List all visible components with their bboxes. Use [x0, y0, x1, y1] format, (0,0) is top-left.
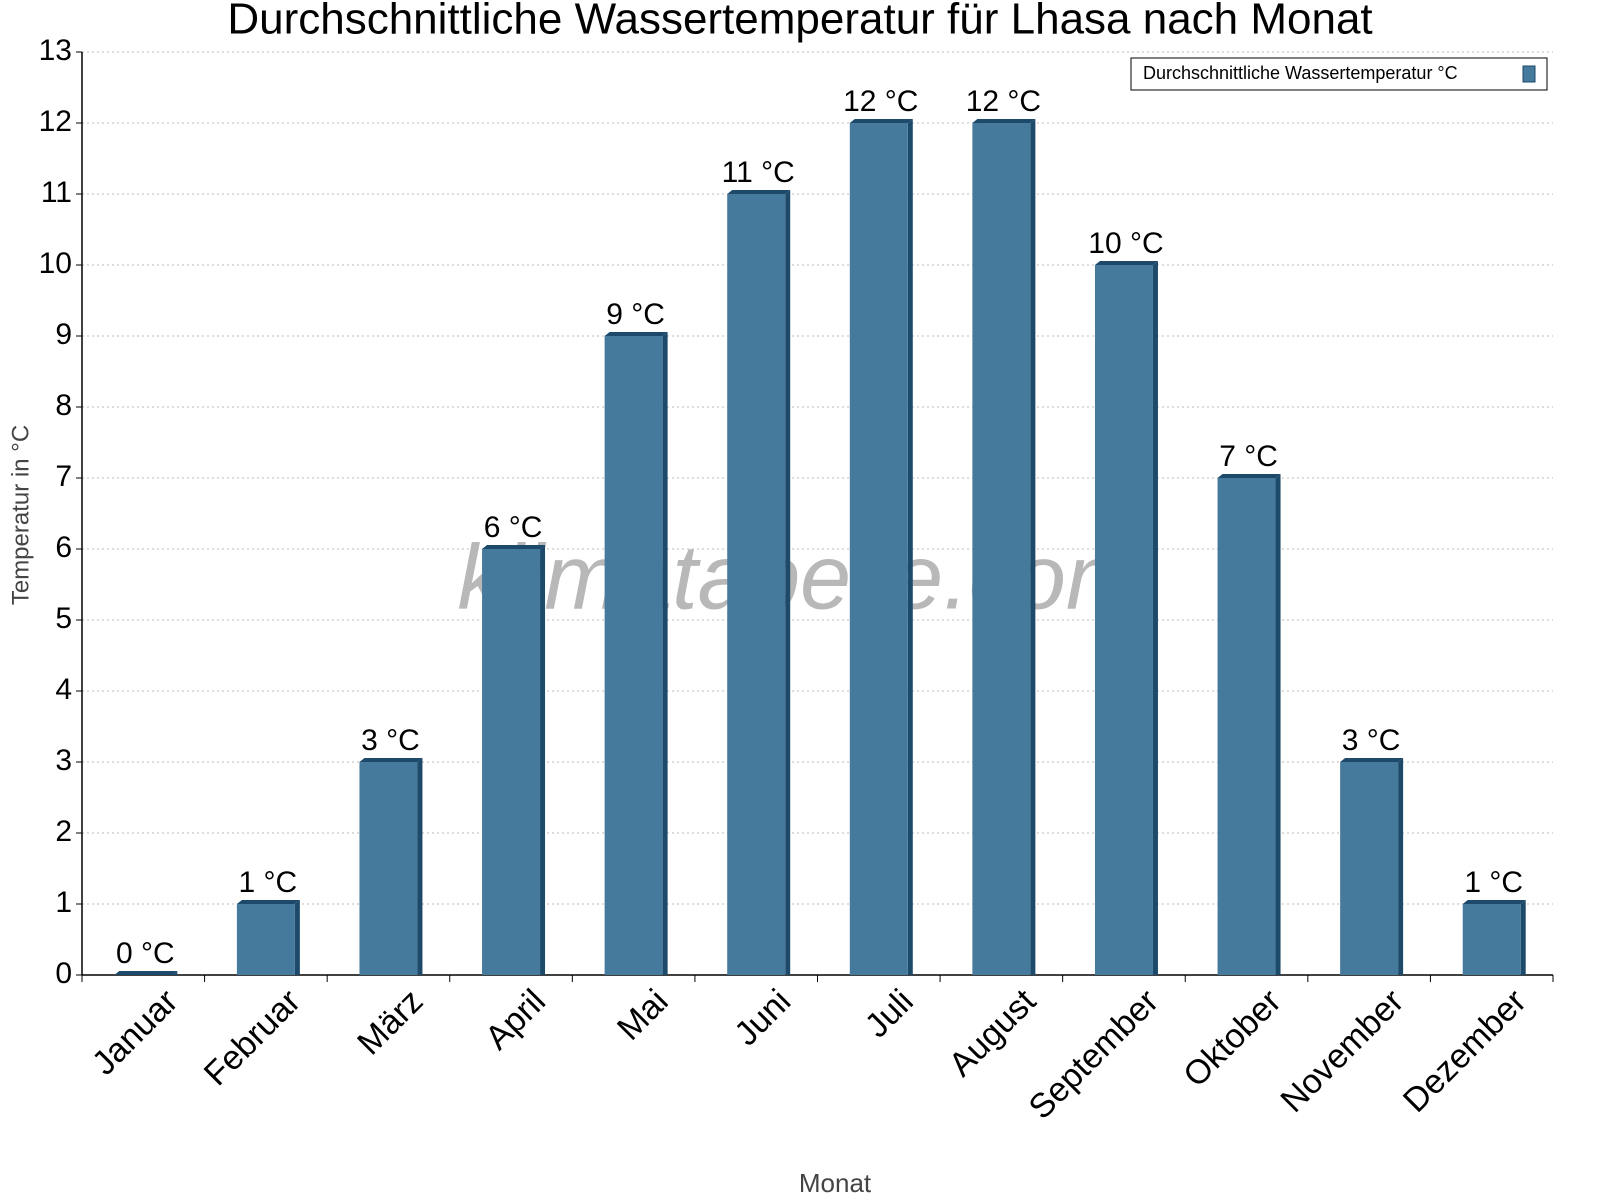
legend-box [1130, 57, 1548, 91]
bar [1217, 478, 1276, 975]
bar-side [1398, 758, 1404, 975]
bar [727, 194, 786, 975]
data-label: 7 °C [1219, 440, 1278, 473]
bar-top [972, 119, 1036, 123]
x-tick-label: Januar [85, 982, 185, 1082]
watermark: klimatabelle.com [457, 526, 1142, 628]
data-label: 1 °C [1464, 866, 1523, 899]
x-tick-label: Oktober [1176, 982, 1288, 1094]
x-tick-label: März [350, 982, 430, 1062]
bar [236, 904, 295, 975]
legend-label: Durchschnittliche Wassertemperatur °C [1143, 63, 1458, 83]
x-tick-label: Juni [727, 982, 798, 1053]
bar [604, 336, 663, 975]
y-tick-label: 4 [55, 673, 72, 706]
y-tick-label: 6 [55, 531, 72, 564]
y-tick-label: 2 [55, 815, 72, 848]
bar [1340, 762, 1399, 975]
bar [1094, 265, 1153, 975]
bar-side [1030, 119, 1036, 975]
bar-top [849, 119, 913, 123]
bar-top [114, 971, 178, 975]
y-axis-label: Temperatur in °C [7, 425, 34, 605]
bar [482, 549, 541, 975]
bar-side [1152, 261, 1158, 975]
y-tick-label: 11 [41, 176, 72, 209]
bar-side [785, 190, 791, 975]
bar-side [1520, 900, 1526, 975]
data-label: 0 °C [116, 937, 175, 970]
x-tick-label: Juli [858, 982, 921, 1045]
data-label: 10 °C [1088, 227, 1163, 260]
y-tick-label: 10 [39, 247, 72, 280]
x-tick-label: November [1273, 982, 1411, 1120]
bar-side [1275, 474, 1281, 975]
x-tick-label: August [942, 982, 1044, 1084]
data-label: 6 °C [484, 511, 543, 544]
bar-top [359, 758, 423, 762]
bar-top [604, 332, 668, 336]
y-tick-label: 1 [55, 886, 72, 919]
bar [1462, 904, 1521, 975]
bar [972, 123, 1031, 975]
bar-side [907, 119, 913, 975]
y-tick-label: 8 [55, 389, 72, 422]
y-tick-label: 7 [55, 460, 72, 493]
data-label: 12 °C [966, 85, 1041, 118]
data-label: 12 °C [843, 85, 918, 118]
y-tick-label: 0 [55, 957, 72, 990]
y-tick-label: 13 [39, 34, 72, 67]
bar-top [1462, 900, 1526, 904]
x-tick-label: April [478, 982, 553, 1057]
bar-side [172, 971, 178, 975]
bar-top [727, 190, 791, 194]
data-label: 1 °C [239, 866, 298, 899]
y-tick-label: 12 [39, 105, 72, 138]
y-tick-label: 5 [55, 602, 72, 635]
bar-top [1340, 758, 1404, 762]
data-label: 3 °C [361, 724, 420, 757]
bar-top [482, 545, 546, 549]
data-label: 3 °C [1342, 724, 1401, 757]
y-tick-label: 3 [55, 744, 72, 777]
bar [359, 762, 418, 975]
legend-swatch [1522, 65, 1536, 83]
bar-side [417, 758, 423, 975]
x-axis-label: Monat [799, 1168, 872, 1198]
bar [849, 123, 908, 975]
chart-title: Durchschnittliche Wassertemperatur für L… [227, 0, 1372, 44]
bar-top [1217, 474, 1281, 478]
data-label: 11 °C [722, 156, 795, 189]
x-tick-label: Dezember [1396, 982, 1534, 1120]
bar-top [1094, 261, 1158, 265]
bar-side [662, 332, 668, 975]
x-tick-label: Mai [610, 982, 676, 1048]
bar-side [540, 545, 546, 975]
y-tick-label: 9 [55, 318, 72, 351]
x-tick-label: Februar [197, 982, 308, 1093]
data-label: 9 °C [606, 298, 665, 331]
bar-top [236, 900, 300, 904]
x-tick-label: September [1021, 982, 1165, 1126]
bar-side [294, 900, 300, 975]
